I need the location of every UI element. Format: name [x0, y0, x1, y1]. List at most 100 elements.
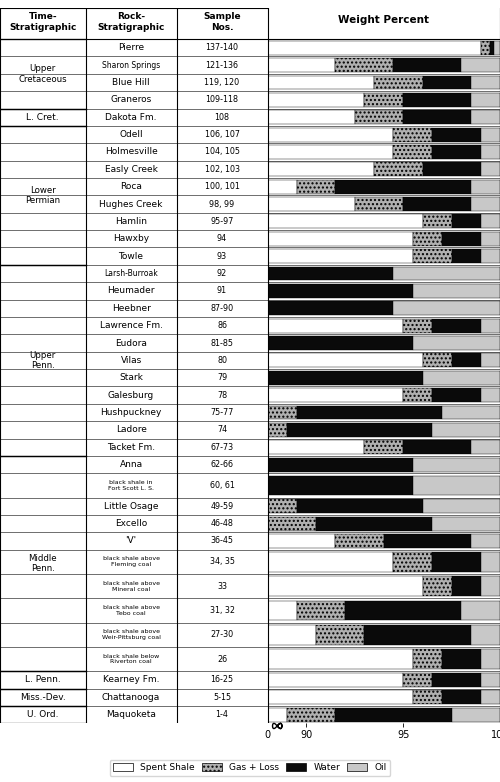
Bar	[480, 552, 500, 572]
Bar	[432, 127, 480, 142]
Text: Middle
Penn.: Middle Penn.	[28, 554, 57, 573]
Bar	[268, 319, 403, 332]
Text: 16-25: 16-25	[210, 676, 234, 684]
Bar	[287, 423, 432, 437]
Text: 81-85: 81-85	[210, 339, 234, 347]
Bar	[268, 353, 422, 368]
Text: 104, 105: 104, 105	[204, 148, 240, 156]
Bar	[336, 534, 384, 548]
Text: Sample
Nos.: Sample Nos.	[203, 12, 241, 32]
Bar	[268, 127, 394, 142]
Bar	[403, 388, 432, 402]
Bar	[403, 440, 471, 454]
Text: Kearney Fm.: Kearney Fm.	[103, 676, 160, 684]
Text: 27-30: 27-30	[210, 630, 234, 639]
Text: Sharon Springs: Sharon Springs	[102, 61, 160, 70]
Bar	[268, 163, 374, 176]
Bar	[413, 249, 452, 263]
Bar	[422, 214, 452, 228]
Text: 86: 86	[217, 321, 227, 330]
Text: 26: 26	[217, 655, 227, 664]
Bar	[494, 41, 500, 55]
Bar	[422, 353, 452, 368]
Text: Graneros: Graneros	[110, 95, 152, 104]
Bar	[471, 76, 500, 89]
Bar	[268, 457, 413, 472]
Text: 34, 35: 34, 35	[210, 558, 234, 566]
Text: Odell: Odell	[120, 130, 143, 139]
Text: Miss.-Dev.: Miss.-Dev.	[20, 693, 66, 701]
Bar	[480, 576, 500, 596]
Bar	[345, 601, 461, 620]
Bar	[442, 231, 480, 246]
Bar	[268, 576, 422, 596]
Text: Blue Hill: Blue Hill	[112, 78, 150, 87]
Text: 102, 103: 102, 103	[204, 165, 240, 174]
Text: black shale above
Tebo coal: black shale above Tebo coal	[102, 605, 160, 616]
Bar	[364, 93, 403, 107]
Text: Heebner: Heebner	[112, 303, 150, 313]
Bar	[394, 58, 461, 72]
Bar	[268, 708, 287, 722]
Bar	[268, 145, 394, 159]
Text: 95-97: 95-97	[210, 217, 234, 226]
Bar	[268, 691, 413, 705]
Bar	[422, 371, 500, 385]
Text: 5-15: 5-15	[213, 693, 231, 701]
Bar	[394, 267, 500, 281]
Bar	[268, 406, 296, 419]
Text: Little Osage: Little Osage	[104, 502, 158, 511]
Bar	[432, 517, 500, 530]
Bar	[296, 406, 442, 419]
Text: 100, 101: 100, 101	[204, 182, 240, 192]
Text: 49-59: 49-59	[210, 502, 234, 511]
Bar	[413, 231, 442, 246]
Bar	[432, 319, 480, 332]
Text: 36-45: 36-45	[210, 536, 234, 546]
Bar	[432, 423, 500, 437]
Bar	[413, 457, 500, 472]
Text: 75-77: 75-77	[210, 408, 234, 417]
Bar	[480, 231, 500, 246]
Text: 79: 79	[217, 373, 227, 382]
Text: 62-66: 62-66	[210, 460, 234, 469]
Text: Anna: Anna	[120, 460, 142, 469]
Text: 78: 78	[217, 391, 227, 400]
Bar	[268, 180, 296, 194]
Text: 91: 91	[217, 286, 227, 296]
Bar	[403, 319, 432, 332]
Bar	[268, 625, 316, 644]
Text: Holmesville: Holmesville	[104, 148, 158, 156]
Bar	[268, 649, 413, 669]
Bar	[480, 214, 500, 228]
Text: black shale above
Fleming coal: black shale above Fleming coal	[102, 557, 160, 567]
Bar	[268, 475, 413, 495]
Bar	[268, 534, 336, 548]
Bar	[268, 267, 394, 281]
Bar	[422, 76, 471, 89]
Bar	[354, 197, 403, 211]
Bar	[374, 76, 422, 89]
Bar	[268, 552, 394, 572]
Text: Easly Creek: Easly Creek	[104, 165, 158, 174]
Bar	[471, 440, 500, 454]
Bar	[471, 93, 500, 107]
Bar	[471, 110, 500, 124]
Bar	[268, 500, 296, 513]
Text: 60, 61: 60, 61	[210, 481, 234, 490]
Text: 80: 80	[217, 356, 227, 365]
Bar	[354, 110, 403, 124]
Bar	[268, 301, 394, 315]
Text: Heumader: Heumader	[108, 286, 155, 296]
Text: Hawxby: Hawxby	[113, 235, 149, 243]
Text: U. Ord.: U. Ord.	[27, 710, 58, 719]
Bar	[413, 691, 442, 705]
Bar	[336, 708, 452, 722]
Bar	[336, 180, 471, 194]
Bar	[268, 388, 403, 402]
Bar	[268, 110, 354, 124]
Text: Lower
Permian: Lower Permian	[25, 185, 60, 205]
Text: Hughes Creek: Hughes Creek	[100, 199, 163, 209]
Bar	[480, 127, 500, 142]
Bar	[394, 145, 432, 159]
